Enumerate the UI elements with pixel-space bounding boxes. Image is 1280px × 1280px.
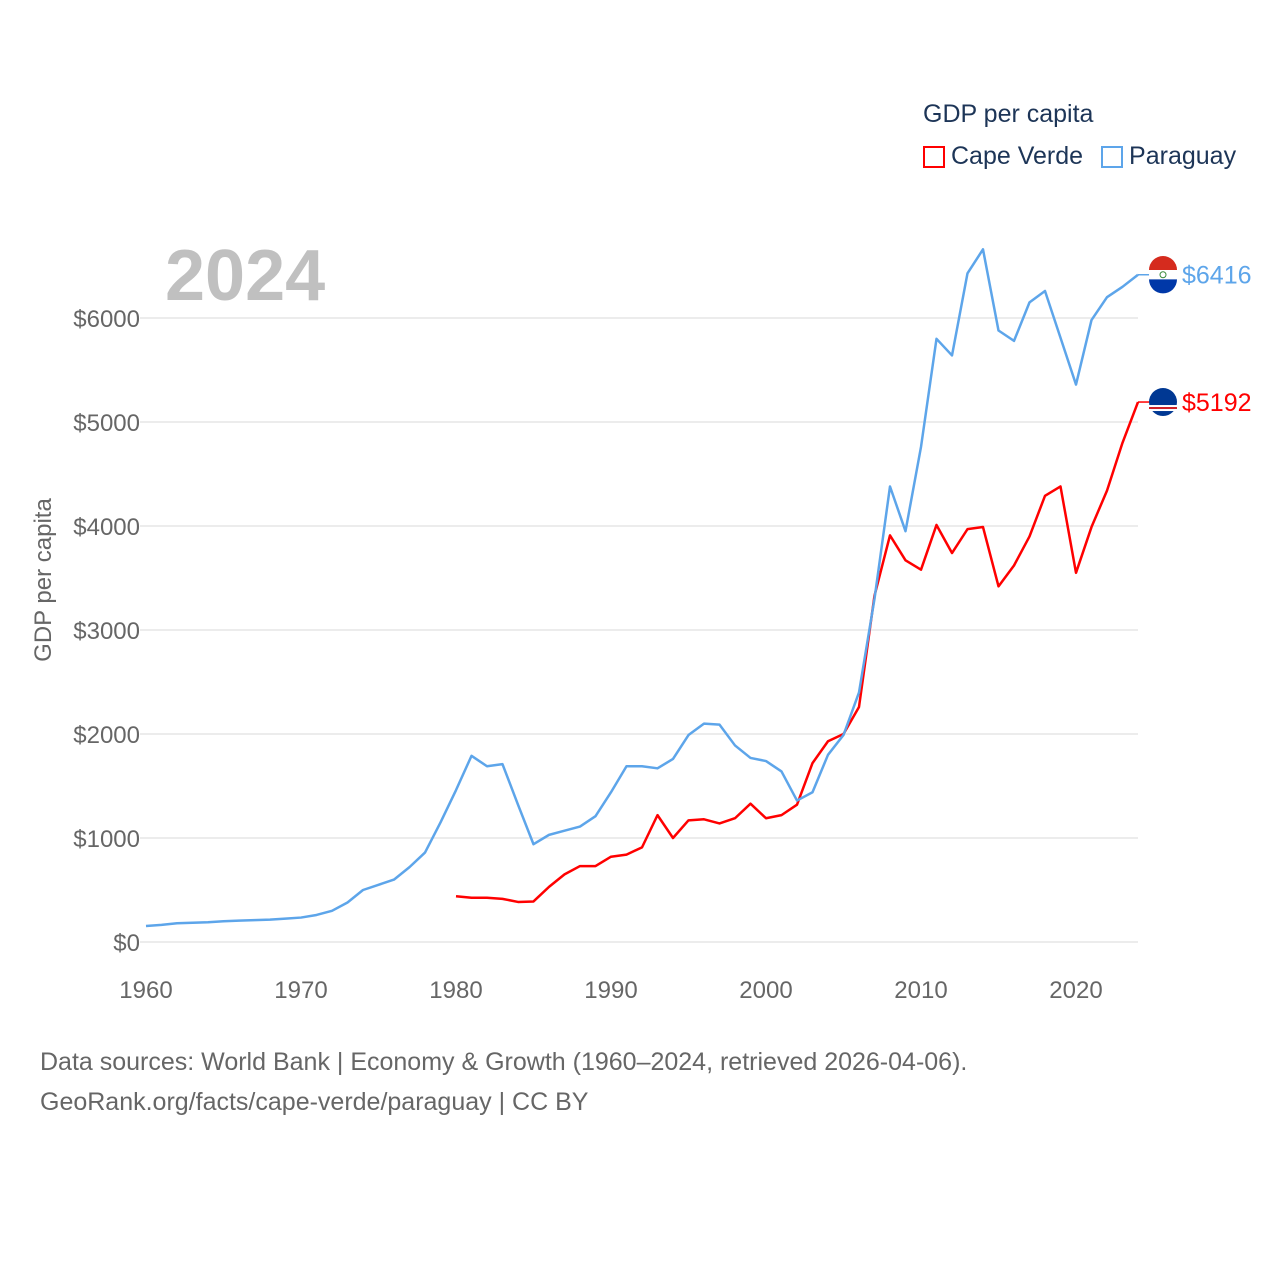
flag-emblem: [1159, 271, 1167, 279]
legend-title: GDP per capita: [923, 100, 1094, 128]
flag-red-stripe: [1149, 407, 1177, 410]
legend-label: Cape Verde: [951, 142, 1084, 170]
y-tick-label: $5000: [73, 410, 140, 437]
cape-verde-flag-icon: [1149, 388, 1177, 417]
end-value-label: $6416: [1182, 262, 1252, 290]
source-link[interactable]: GeoRank.org/facts/cape-verde/paraguay | …: [40, 1088, 589, 1116]
x-tick-label: 1990: [584, 977, 637, 1004]
legend-swatch-paraguay: [1101, 145, 1124, 168]
footer: Data sources: World Bank | Economy & Gro…: [40, 1042, 967, 1122]
y-tick-label: $0: [113, 930, 140, 957]
y-tick-label: $2000: [73, 722, 140, 749]
legend-swatch-cape-verde: [923, 145, 945, 168]
y-tick-label: $1000: [73, 826, 140, 853]
series-line-paraguay: [145, 248, 1139, 928]
x-tick-label: 1980: [429, 977, 482, 1004]
x-tick-label: 1960: [119, 977, 172, 1004]
legend-label: Paraguay: [1129, 142, 1237, 170]
y-tick-label: $3000: [73, 618, 140, 645]
legend-item-cape-verde[interactable]: Cape Verde: [923, 142, 1083, 171]
x-tick-label: 2000: [739, 977, 792, 1004]
data-sources: Data sources: World Bank | Economy & Gro…: [40, 1048, 968, 1076]
y-axis-label: GDP per capita: [30, 498, 57, 662]
series-line-cape-verde: [455, 401, 1140, 904]
flag-blue-band: [1149, 279, 1178, 294]
y-tick-label: $6000: [73, 306, 140, 333]
x-tick-label: 1970: [274, 977, 327, 1004]
legend-item-paraguay[interactable]: Paraguay: [1101, 142, 1236, 171]
x-tick-label: 2020: [1049, 977, 1102, 1004]
flag-white-stripe: [1149, 409, 1177, 412]
y-tick-label: $4000: [73, 514, 140, 541]
x-tick-label: 2010: [894, 977, 947, 1004]
flag-white-stripe: [1149, 405, 1177, 408]
legend: Cape Verde Paraguay: [923, 142, 1236, 171]
flag-red-band: [1149, 256, 1178, 271]
year-watermark: 2024: [165, 236, 325, 316]
end-value-label: $5192: [1182, 389, 1252, 417]
